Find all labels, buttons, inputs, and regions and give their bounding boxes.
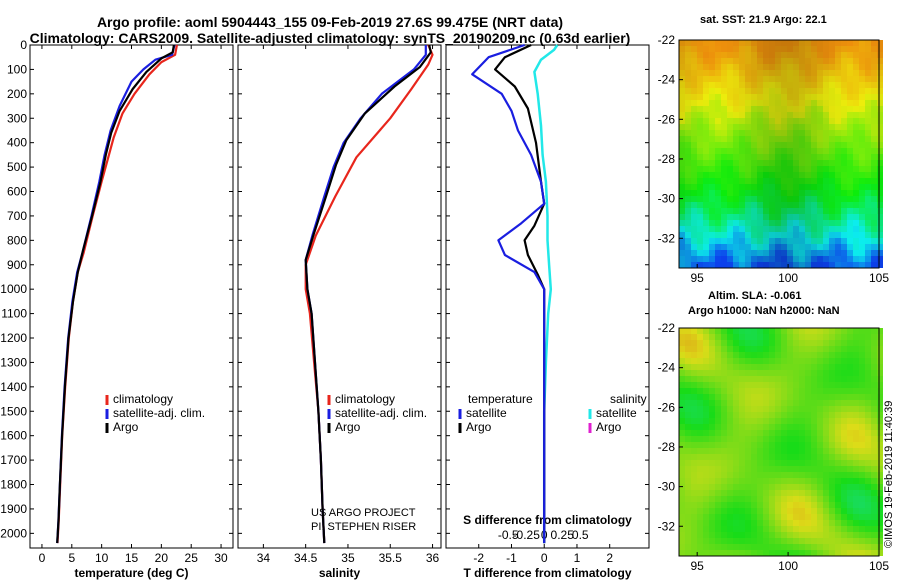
- salinity-legend-label: climatology: [335, 392, 395, 406]
- temperature-legend-label: climatology: [113, 392, 173, 406]
- series-line-0-2: [56, 44, 175, 544]
- sla-map: [679, 328, 883, 556]
- depth-tick-label: 100: [7, 62, 27, 76]
- x-tick-label: 20: [155, 551, 169, 565]
- header-line-2: Climatology: CARS2009. Satellite-adjuste…: [29, 30, 631, 46]
- salinity-legend-label: Argo: [335, 420, 361, 434]
- depth-tick-label: 1300: [0, 355, 27, 369]
- diff-salinity-legend-label: Argo: [596, 420, 622, 434]
- sst-map-lat-label: -22: [658, 33, 676, 47]
- sla-map-title-2: Argo h1000: NaN h2000: NaN: [688, 305, 840, 317]
- panel-frame-2: [445, 44, 650, 549]
- sst-map-lat-label: -24: [658, 73, 676, 87]
- diff-legend-title-salinity: salinity: [610, 392, 647, 406]
- series-line-1-2: [304, 44, 432, 544]
- depth-tick-label: 900: [7, 258, 27, 272]
- header-line-1: Argo profile: aoml 5904443_155 09-Feb-20…: [96, 14, 564, 30]
- sst-map: [679, 40, 883, 268]
- sla-map-lon-label: 105: [869, 559, 889, 573]
- x-tick-label: 1: [574, 551, 581, 565]
- x-tick-label-secondary: 0.5: [572, 528, 589, 542]
- sst-map-title: sat. SST: 21.9 Argo: 22.1: [700, 14, 827, 26]
- depth-tick-label: 1600: [0, 429, 27, 443]
- x-tick-label: -1: [506, 551, 517, 565]
- x-tick-label: 0: [39, 551, 46, 565]
- diff-temperature-legend-label: Argo: [466, 420, 492, 434]
- depth-tick-label: 1000: [0, 282, 27, 296]
- temperature-legend-label: satellite-adj. clim.: [113, 406, 205, 420]
- x-tick-label: 25: [185, 551, 199, 565]
- x-tick-label-secondary: -0.5: [498, 528, 519, 542]
- x-tick-label: 15: [125, 551, 139, 565]
- x-tick-label-secondary: 0.25: [551, 528, 575, 542]
- sst-map-frame: [678, 39, 880, 269]
- x-axis-label: T difference from climatology: [463, 566, 631, 580]
- diff-line-temperature-argo: [494, 44, 546, 544]
- sla-map-lat-label: -32: [658, 519, 676, 533]
- depth-tick-label: 400: [7, 136, 27, 150]
- x-tick-label: -2: [473, 551, 484, 565]
- temperature-legend-label: Argo: [113, 420, 139, 434]
- sla-map-lat-label: -30: [658, 480, 676, 494]
- sla-map-lat-label: -24: [658, 361, 676, 375]
- x-tick-label: 35.5: [379, 551, 403, 565]
- series-line-1-1: [304, 45, 427, 544]
- sla-map-lon-label: 95: [691, 559, 705, 573]
- sla-map-lat-label: -28: [658, 440, 676, 454]
- x-tick-label: 34: [257, 551, 271, 565]
- diff-salinity-legend-label: satellite: [596, 406, 637, 420]
- depth-tick-label: 2000: [0, 526, 27, 540]
- sst-map-lat-label: -30: [658, 192, 676, 206]
- sst-map-lon-label: 95: [691, 271, 705, 285]
- x-axis-label: salinity: [319, 566, 361, 580]
- depth-tick-label: 1700: [0, 453, 27, 467]
- x-tick-label: 5: [68, 551, 75, 565]
- depth-tick-label: 300: [7, 111, 27, 125]
- sla-map-lon-label: 100: [778, 559, 798, 573]
- x-tick-label: 34.5: [294, 551, 318, 565]
- depth-tick-label: 1100: [1, 307, 27, 321]
- salinity-legend-label: satellite-adj. clim.: [335, 406, 427, 420]
- x-axis-label: temperature (deg C): [74, 566, 188, 580]
- x-tick-label: 35: [341, 551, 355, 565]
- sst-map-lat-label: -28: [658, 152, 676, 166]
- depth-tick-label: 1800: [0, 478, 27, 492]
- depth-tick-label: 1500: [0, 404, 27, 418]
- x-tick-label: 30: [214, 551, 228, 565]
- project-credit: US ARGO PROJECT: [311, 507, 416, 519]
- sst-map-lon-label: 100: [778, 271, 798, 285]
- depth-tick-label: 600: [7, 185, 27, 199]
- x-tick-label: 10: [95, 551, 109, 565]
- sla-map-frame: [678, 327, 880, 557]
- x-tick-label: 36: [426, 551, 440, 565]
- panel-frame-1: [237, 44, 442, 549]
- depth-tick-label: 500: [7, 160, 27, 174]
- sst-map-lat-label: -32: [658, 231, 676, 245]
- x-axis-label-secondary: S difference from climatology: [463, 513, 632, 527]
- depth-tick-label: 0: [20, 38, 27, 52]
- x-tick-label-secondary: -0.25: [513, 528, 541, 542]
- depth-tick-label: 200: [7, 87, 27, 101]
- x-tick-label: 2: [606, 551, 613, 565]
- sla-map-lat-label: -26: [658, 400, 676, 414]
- diff-line-salinity-satellite: [533, 44, 559, 544]
- depth-tick-label: 700: [7, 209, 27, 223]
- diff-legend-title-temperature: temperature: [468, 392, 533, 406]
- depth-tick-label: 1200: [0, 331, 27, 345]
- series-line-1-0: [304, 44, 434, 544]
- sst-map-lat-label: -26: [658, 112, 676, 126]
- pi-credit: PI: STEPHEN RISER: [311, 521, 417, 533]
- diff-line-temperature-satellite: [471, 43, 546, 544]
- sst-map-lon-label: 105: [869, 271, 889, 285]
- sla-map-lat-label: -22: [658, 321, 676, 335]
- x-tick-label: 0: [541, 551, 548, 565]
- depth-tick-label: 1400: [0, 380, 27, 394]
- diff-temperature-legend-label: satellite: [466, 406, 507, 420]
- depth-tick-label: 1900: [0, 502, 27, 516]
- depth-tick-label: 800: [7, 233, 27, 247]
- sla-map-title-1: Altim. SLA: -0.061: [708, 290, 802, 302]
